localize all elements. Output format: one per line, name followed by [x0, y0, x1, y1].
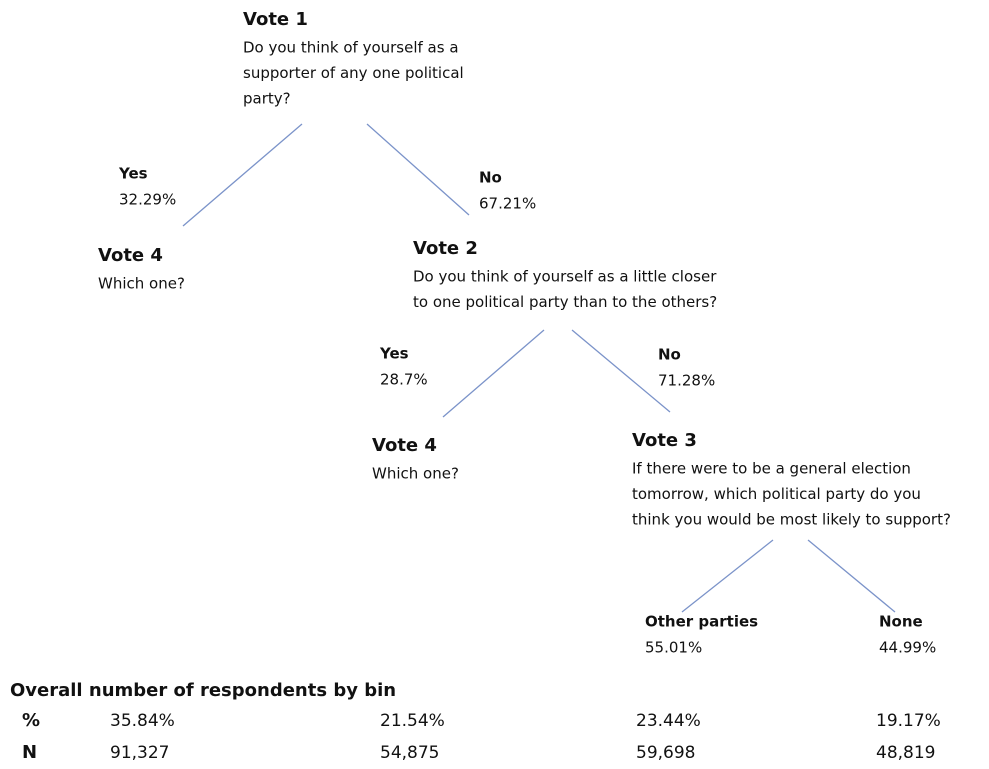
node-title: Vote 1: [243, 9, 308, 30]
node-title: Vote 4: [372, 435, 437, 456]
table-cell: 48,819: [876, 743, 935, 763]
node-title: Vote 2: [413, 238, 478, 259]
node-question: to one political party than to the other…: [413, 293, 717, 311]
edge: [366, 123, 470, 216]
branch-label: None: [879, 613, 923, 631]
branch-label: No: [658, 346, 681, 364]
branch-share: 71.28%: [658, 372, 715, 390]
edge: [571, 329, 671, 413]
edge: [807, 539, 896, 613]
table-title: Overall number of respondents by bin: [10, 680, 396, 701]
node-title: Vote 4: [98, 245, 163, 266]
edge: [681, 539, 774, 613]
branch-share: 44.99%: [879, 639, 936, 657]
table-cell: 59,698: [636, 743, 695, 763]
edge: [182, 123, 303, 227]
table-cell: 19.17%: [876, 711, 941, 731]
branch-label: Yes: [118, 165, 148, 183]
branch-share: 32.29%: [119, 191, 176, 209]
edge: [442, 329, 545, 418]
table-cell: 21.54%: [380, 711, 445, 731]
table-cell: 91,327: [110, 743, 169, 763]
node-question: party?: [243, 90, 291, 108]
node-question: tomorrow, which political party do you: [632, 485, 921, 503]
branch-label: Other parties: [645, 613, 758, 631]
table-cell: 23.44%: [636, 711, 701, 731]
branch-label: Yes: [379, 345, 409, 363]
node-question: Do you think of yourself as a little clo…: [413, 268, 717, 286]
branch-label: No: [479, 169, 502, 187]
branch-share: 28.7%: [380, 371, 428, 389]
node-question: If there were to be a general election: [632, 460, 911, 478]
node-question: Do you think of yourself as a: [243, 39, 459, 57]
branch-share: 67.21%: [479, 195, 536, 213]
table-cell: 54,875: [380, 743, 439, 763]
node-question: supporter of any one political: [243, 64, 464, 82]
node-question: Which one?: [372, 465, 459, 483]
row-header: %: [22, 710, 40, 731]
node-question: Which one?: [98, 275, 185, 293]
table-cell: 35.84%: [110, 711, 175, 731]
row-header: N: [22, 742, 37, 763]
node-title: Vote 3: [632, 430, 697, 451]
node-question: think you would be most likely to suppor…: [632, 511, 951, 529]
branch-share: 55.01%: [645, 639, 702, 657]
